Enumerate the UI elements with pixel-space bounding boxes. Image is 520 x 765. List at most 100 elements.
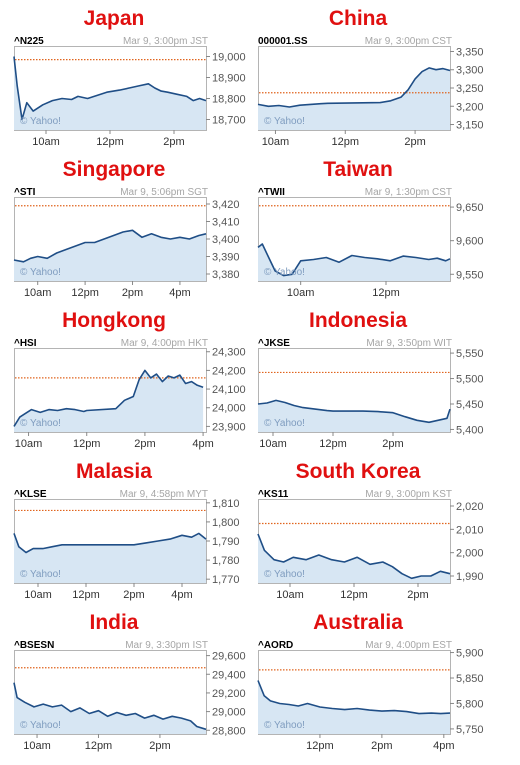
price-line (13, 532, 207, 554)
y-tick-label: 2,020 (456, 501, 484, 513)
x-tick-label: 12pm (319, 438, 347, 450)
x-tick-label: 10am (259, 438, 287, 450)
watermark: © Yahoo! (264, 116, 305, 127)
ticker-symbol: ^BSESN (14, 640, 55, 651)
y-tick-label: 24,000 (212, 403, 246, 415)
x-tick-label: 4pm (171, 589, 192, 601)
timestamp: Mar 9, 5:06pm SGT (120, 187, 208, 198)
watermark: © Yahoo! (20, 116, 61, 127)
y-tick-label: 18,700 (212, 115, 246, 127)
watermark: © Yahoo! (20, 569, 61, 580)
ticker-symbol: ^N225 (14, 36, 44, 47)
timestamp: Mar 9, 4:00pm EST (365, 640, 452, 651)
price-line (13, 369, 204, 427)
timestamp: Mar 9, 3:00pm JST (122, 36, 208, 47)
x-tick-label: 10am (287, 287, 315, 299)
price-line (13, 229, 207, 263)
price-area (258, 680, 450, 734)
price-area (14, 56, 206, 130)
chart-panel-malasia: Malasia ^KLSE Mar 9, 4:58pm MYT © Yahoo!… (13, 459, 240, 609)
country-title: South Korea (295, 460, 421, 483)
country-title: Japan (83, 7, 145, 30)
y-tick-label: 3,150 (456, 120, 484, 132)
y-tick-label: 3,350 (456, 46, 484, 58)
x-tick-label: 2pm (134, 438, 155, 450)
intraday-chart: © Yahoo! 1,810 1,800 1,790 1,780 1,770 10am 12p… (13, 498, 240, 601)
y-tick-label: 3,420 (212, 199, 240, 211)
x-tick-label: 2pm (122, 287, 143, 299)
ticker-symbol: ^TWII (258, 187, 285, 198)
price-area (14, 533, 206, 583)
x-tick-label: 12pm (332, 136, 360, 148)
x-tick-label: 12pm (96, 136, 124, 148)
ticker-symbol: 000001.SS (258, 36, 308, 47)
x-tick-label: 12pm (85, 740, 113, 752)
y-tick-label: 3,390 (212, 252, 240, 264)
y-tick-label: 1,800 (212, 517, 240, 529)
y-tick-label: 19,000 (212, 52, 246, 64)
y-tick-label: 3,200 (456, 101, 484, 113)
price-line (257, 243, 451, 277)
y-tick-label: 29,600 (212, 651, 246, 663)
price-area (14, 230, 206, 281)
timestamp: Mar 9, 3:00pm KST (365, 489, 452, 500)
y-tick-label: 18,900 (212, 73, 246, 85)
y-tick-label: 5,400 (456, 424, 484, 436)
price-line (257, 533, 451, 580)
price-line (13, 682, 207, 731)
x-tick-label: 10am (24, 589, 52, 601)
y-tick-label: 9,550 (456, 269, 484, 281)
price-area (14, 370, 204, 432)
y-tick-label: 5,500 (456, 374, 484, 386)
y-tick-label: 3,380 (212, 269, 240, 281)
x-tick-label: 10am (24, 287, 52, 299)
ticker-symbol: ^AORD (258, 640, 294, 651)
y-tick-label: 2,000 (456, 548, 484, 560)
intraday-chart: © Yahoo! 3,420 3,410 3,400 3,390 3,380 10am 12p… (13, 197, 240, 299)
y-tick-label: 23,900 (212, 421, 246, 433)
intraday-chart: © Yahoo! 24,300 24,200 24,100 24,000 23,900 10… (13, 347, 246, 450)
x-tick-label: 12pm (306, 740, 334, 752)
country-title: Hongkong (62, 309, 166, 332)
ticker-symbol: ^JKSE (258, 338, 290, 349)
intraday-chart: © Yahoo! 9,650 9,600 9,550 10am 12pm (257, 197, 484, 299)
y-tick-label: 28,800 (212, 725, 246, 737)
chart-panel-taiwan: Taiwan ^TWII Mar 9, 1:30pm CST © Yahoo! 9… (257, 157, 484, 307)
x-tick-label: 12pm (340, 589, 368, 601)
watermark: © Yahoo! (264, 720, 305, 731)
y-tick-label: 3,250 (456, 83, 484, 95)
price-line (13, 56, 207, 121)
y-tick-label: 18,800 (212, 94, 246, 106)
watermark: © Yahoo! (20, 720, 61, 731)
y-tick-label: 24,300 (212, 347, 246, 359)
price-line (257, 67, 451, 108)
y-tick-label: 5,550 (456, 348, 484, 360)
x-tick-label: 12pm (71, 287, 99, 299)
x-tick-label: 2pm (123, 589, 144, 601)
y-tick-label: 24,200 (212, 365, 246, 377)
x-tick-label: 2pm (407, 589, 428, 601)
x-tick-label: 2pm (371, 740, 392, 752)
y-tick-label: 1,780 (212, 555, 240, 567)
intraday-chart: © Yahoo! 2,020 2,010 2,000 1,990 10am 12pm 2pm (257, 499, 484, 601)
x-tick-label: 4pm (192, 438, 213, 450)
chart-panel-south-korea: South Korea ^KS11 Mar 9, 3:00pm KST © Ya… (257, 459, 484, 609)
ticker-symbol: ^KLSE (14, 489, 47, 500)
chart-panel-india: India ^BSESN Mar 9, 3:30pm IST © Yahoo! 2… (13, 610, 246, 760)
country-title: Taiwan (323, 158, 393, 181)
timestamp: Mar 9, 4:58pm MYT (119, 489, 208, 500)
y-tick-label: 9,600 (456, 236, 484, 248)
chart-panel-hongkong: Hongkong ^HSI Mar 9, 4:00pm HKT © Yahoo!… (13, 308, 246, 458)
price-area (258, 244, 450, 281)
x-tick-label: 10am (15, 438, 43, 450)
y-tick-label: 1,990 (456, 571, 484, 583)
x-tick-label: 12pm (72, 589, 100, 601)
intraday-chart: © Yahoo! 19,000 18,900 18,800 18,700 10am 12pm… (13, 46, 246, 148)
y-tick-label: 24,100 (212, 384, 246, 396)
x-tick-label: 2pm (149, 740, 170, 752)
x-tick-label: 10am (23, 740, 51, 752)
chart-panel-australia: Australia ^AORD Mar 9, 4:00pm EST © Yaho… (257, 610, 484, 760)
timestamp: Mar 9, 4:00pm HKT (120, 338, 208, 349)
price-area (258, 67, 450, 130)
x-tick-label: 10am (276, 589, 304, 601)
